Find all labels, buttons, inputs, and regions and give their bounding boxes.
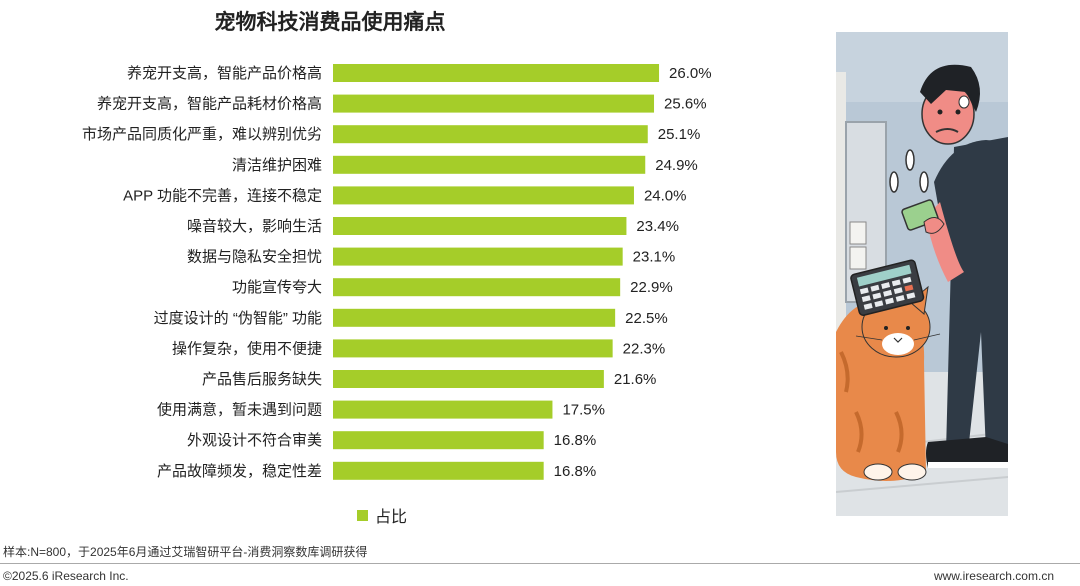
value-label: 24.0%: [644, 187, 687, 204]
bar: [333, 461, 544, 480]
value-label: 23.1%: [633, 249, 676, 266]
chart-legend: 占比: [357, 503, 407, 527]
bar: [333, 186, 634, 205]
category-label: 使用满意，暂未遇到问题: [157, 401, 322, 419]
value-label: 21.6%: [614, 371, 657, 388]
bar: [333, 94, 655, 113]
bar: [333, 431, 544, 450]
value-label: 22.5%: [625, 310, 668, 327]
copyright: ©2025.6 iResearch Inc.: [3, 569, 129, 583]
value-label: 22.9%: [630, 279, 673, 296]
category-label: 养宠开支高，智能产品价格高: [127, 64, 322, 82]
category-label: 市场产品同质化严重，难以辨别优劣: [82, 126, 322, 143]
bar: [333, 217, 627, 235]
value-label: 24.9%: [655, 157, 698, 174]
category-label: 过度设计的 “伪智能” 功能: [154, 309, 322, 327]
category-label: APP 功能不完善，连接不稳定: [123, 187, 322, 204]
chart-title: 宠物科技消费品使用痛点: [214, 11, 446, 34]
category-label: 产品售后服务缺失: [202, 371, 322, 388]
bar: [333, 247, 623, 266]
footer-divider: [0, 563, 1080, 564]
category-label: 外观设计不符合审美: [187, 432, 322, 449]
category-label: 清洁维护困难: [232, 157, 322, 174]
bar: [333, 125, 648, 144]
bar-chart: 养宠开支高，智能产品价格高 26.0% 养宠开支高，智能产品耗材价格高 25.6% 市场…: [82, 64, 712, 480]
bar: [333, 155, 646, 174]
category-label: 噪音较大，影响生活: [187, 217, 322, 235]
bar: [333, 370, 604, 388]
legend-swatch: [357, 509, 368, 521]
value-label: 23.4%: [636, 218, 679, 235]
value-label: 22.3%: [623, 340, 666, 357]
bar: [333, 400, 553, 419]
value-label: 25.6%: [664, 96, 707, 113]
bar: [333, 308, 616, 327]
bar: [333, 64, 660, 82]
bar: [333, 339, 613, 358]
category-label: 产品故障频发，稳定性差: [157, 462, 322, 480]
bar: [333, 278, 621, 297]
category-label: 养宠开支高，智能产品耗材价格高: [97, 95, 322, 113]
value-label: 16.8%: [554, 432, 597, 449]
value-label: 26.0%: [669, 65, 712, 82]
value-label: 16.8%: [554, 463, 597, 480]
category-label: 数据与隐私安全担忧: [187, 248, 322, 266]
category-label: 操作复杂，使用不便捷: [172, 339, 322, 357]
worried-owner-with-cat-illustration: [836, 32, 1008, 516]
website-url: www.iresearch.com.cn: [933, 569, 1054, 583]
legend-label: 占比: [375, 509, 408, 526]
sample-note: 样本:N=800，于2025年6月通过艾瑞智研平台-消费洞察数库调研获得: [3, 545, 368, 559]
category-label: 功能宣传夸大: [232, 279, 322, 296]
value-label: 25.1%: [658, 126, 701, 143]
value-label: 17.5%: [562, 402, 605, 419]
